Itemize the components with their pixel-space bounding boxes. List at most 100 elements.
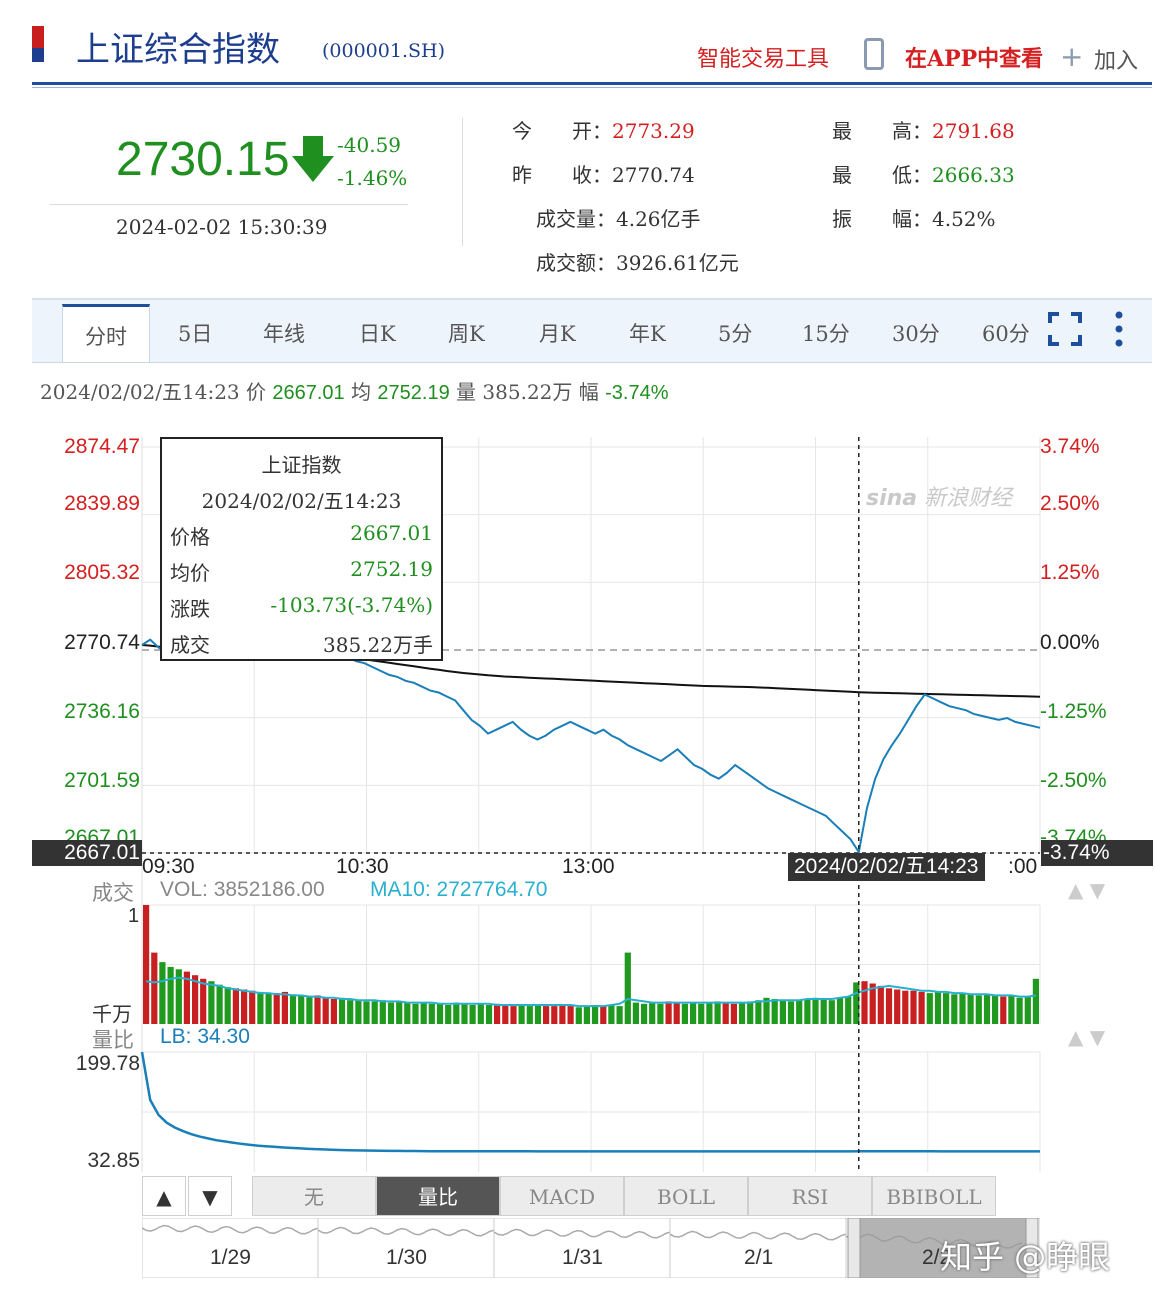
indicator-boll-button[interactable]: BOLL [624,1176,748,1216]
tooltip-price-row: 价格 2667.01 [170,521,433,551]
volume-panel-label: 成交 [92,881,134,905]
volume-bar [453,1002,460,1024]
tooltip-change-label: 涨跌 [170,597,210,621]
tab-60min[interactable]: 60分 [982,322,1030,346]
amplitude-value: 4.52% [932,207,996,231]
info-date: 2024/02/02/五14:23 [40,380,240,404]
timeline-navigator[interactable] [142,1218,1040,1278]
volume-bar [967,994,974,1025]
phone-icon [864,38,884,70]
volume-bar [257,991,264,1024]
panel-up-button[interactable]: ▲ [142,1176,186,1216]
panel-down-button[interactable]: ▼ [188,1176,232,1216]
volume-bar [298,995,305,1024]
indicator-rsi-button[interactable]: RSI [748,1176,872,1216]
volume-bar [763,997,770,1024]
add-watchlist-link[interactable]: 加入 [1094,49,1139,74]
y-label-right-3: 0.00% [1040,631,1100,654]
indicator-bbiboll-button[interactable]: BBIBOLL [872,1176,996,1216]
tab-intraday[interactable]: 分时 [62,304,150,362]
header-divider-thin [32,87,1152,88]
open-value: 2773.29 [612,119,695,143]
volume-value: 4.26亿手 [616,207,701,231]
fullscreen-icon[interactable] [1048,312,1082,346]
volume-bar [747,1001,754,1024]
amplitude-row: 振 幅：4.52% [832,203,996,232]
tooltip-title: 上证指数 [261,453,342,477]
indicator-lb-button[interactable]: 量比 [376,1176,500,1216]
volume-bar [216,984,223,1024]
quote-divider [50,204,408,205]
crosshair-price-readout: 2667.01 [32,840,142,866]
quote-datetime: 2024-02-02 15:30:39 [116,215,328,239]
volume-bar [379,1000,386,1024]
volume-bar [690,1002,697,1024]
app-view-link[interactable]: 在APP中查看 [905,46,1044,72]
volume-bar [681,1003,688,1024]
volume-bar [812,997,819,1024]
lb-panel-label: 量比 [92,1028,134,1052]
navigator-sparkline [142,1224,319,1235]
volume-bar [208,981,215,1024]
more-menu-icon[interactable] [1112,310,1126,348]
tab-15min[interactable]: 15分 [802,322,850,346]
volume-bar [175,969,182,1024]
volume-panel-up-icon[interactable]: ▲ ▼ [1068,878,1106,902]
volume-bar [371,1001,378,1024]
volume-bar [518,1005,525,1024]
tab-weekly-k[interactable]: 周K [448,322,485,346]
volume-bar [845,996,852,1024]
tooltip-deal-row: 成交 385.22万手 [170,629,433,659]
amplitude-label: 振 幅： [832,207,932,231]
tab-monthly-k[interactable]: 月K [539,322,576,346]
volume-bar [624,952,631,1024]
tab-daily-k[interactable]: 日K [359,322,396,346]
high-value: 2791.68 [932,119,1015,143]
tab-30min[interactable]: 30分 [892,322,940,346]
volume-bar [273,993,280,1024]
volume-bar [502,1005,509,1024]
page-title: 上证综合指数 [76,30,280,70]
prev-close-row: 昨 收：2770.74 [512,159,695,188]
y-label-left-6: 2667.01 [64,826,140,840]
volume-bar [885,988,893,1024]
volume-top-label: 1 [128,905,140,927]
tab-yearly-k[interactable]: 年K [629,322,666,346]
lb-panel-up-icon[interactable]: ▲ ▼ [1068,1025,1106,1049]
volume-bar [420,1002,427,1024]
open-row: 今 开：2773.29 [512,115,695,144]
volume-bar [951,994,958,1025]
navigator-sparkline [493,1228,671,1239]
volume-bar [485,1005,493,1024]
indicator-none-button[interactable]: 无 [252,1176,376,1216]
smart-trade-link[interactable]: 智能交易工具 [697,47,830,72]
info-avg: 2752.19 [377,382,450,404]
volume-bar [1024,996,1031,1024]
volume-bar [200,978,207,1024]
volume-bar [861,981,868,1024]
volume-bar [143,905,150,1024]
volume-label: 成交量： [536,207,616,231]
volume-bar [902,990,909,1024]
tab-yearline[interactable]: 年线 [263,322,305,346]
tab-5min[interactable]: 5分 [718,322,753,346]
tab-5day[interactable]: 5日 [178,322,213,346]
tooltip-deal-label: 成交 [170,633,210,657]
volume-bar [183,971,190,1024]
volume-bar [224,987,231,1024]
volume-bar [755,1000,762,1024]
volume-bars [143,905,1039,1025]
volume-bar [657,1003,664,1024]
y-label-right-0: 3.74% [1040,435,1100,458]
navigator-selection [850,1218,1028,1278]
y-label-left-0: 2874.47 [64,435,140,458]
indicator-macd-button[interactable]: MACD [500,1176,624,1216]
volume-bar [534,1005,542,1024]
volume-bar [469,1005,476,1024]
volume-bar [412,1003,419,1024]
volume-bar [306,996,313,1024]
volume-bar [632,1002,639,1024]
volume-bar [355,1000,362,1024]
volume-bar [641,1003,648,1024]
